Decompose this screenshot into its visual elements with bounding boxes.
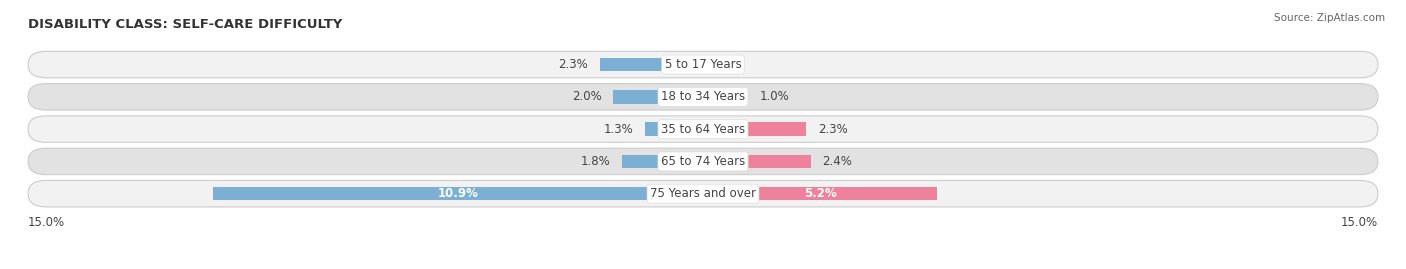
Bar [644,122,703,136]
Bar [703,90,748,104]
Bar [703,155,811,168]
Bar [703,187,936,200]
Text: 1.8%: 1.8% [581,155,610,168]
Text: 65 to 74 Years: 65 to 74 Years [661,155,745,168]
Text: 15.0%: 15.0% [28,216,65,229]
Text: 0.0%: 0.0% [714,58,744,71]
Text: 10.9%: 10.9% [437,187,478,200]
FancyBboxPatch shape [28,84,1378,110]
FancyBboxPatch shape [28,51,1378,78]
Text: DISABILITY CLASS: SELF-CARE DIFFICULTY: DISABILITY CLASS: SELF-CARE DIFFICULTY [28,18,343,31]
Text: 75 Years and over: 75 Years and over [650,187,756,200]
Text: 5.2%: 5.2% [804,187,837,200]
Text: 1.0%: 1.0% [759,90,789,103]
Bar [621,155,703,168]
Text: 2.3%: 2.3% [818,123,848,136]
Text: 2.4%: 2.4% [823,155,852,168]
FancyBboxPatch shape [28,180,1378,207]
Bar [613,90,703,104]
FancyBboxPatch shape [28,148,1378,175]
Text: 2.0%: 2.0% [572,90,602,103]
Text: 5 to 17 Years: 5 to 17 Years [665,58,741,71]
Text: 35 to 64 Years: 35 to 64 Years [661,123,745,136]
Text: 15.0%: 15.0% [1341,216,1378,229]
Bar [599,58,703,71]
Bar [212,187,703,200]
Text: 18 to 34 Years: 18 to 34 Years [661,90,745,103]
Text: 1.3%: 1.3% [603,123,633,136]
FancyBboxPatch shape [28,116,1378,142]
Text: Source: ZipAtlas.com: Source: ZipAtlas.com [1274,13,1385,23]
Text: 2.3%: 2.3% [558,58,588,71]
Bar [703,122,807,136]
